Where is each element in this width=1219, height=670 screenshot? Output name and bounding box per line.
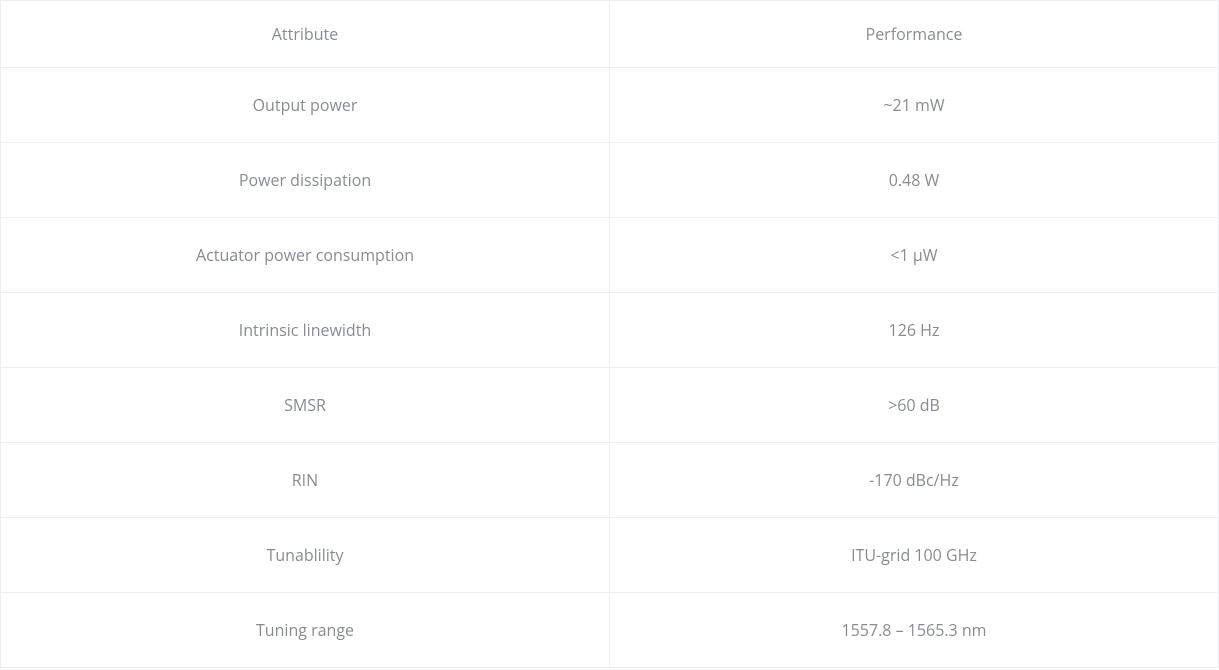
cell-performance: <1 µW xyxy=(610,218,1219,293)
cell-attribute: Power dissipation xyxy=(1,143,610,218)
cell-attribute: RIN xyxy=(1,443,610,518)
cell-performance: ~21 mW xyxy=(610,68,1219,143)
cell-attribute: SMSR xyxy=(1,368,610,443)
header-attribute: Attribute xyxy=(1,1,610,68)
cell-performance: 0.48 W xyxy=(610,143,1219,218)
table-row: Output power ~21 mW xyxy=(1,68,1219,143)
table-row: Intrinsic linewidth 126 Hz xyxy=(1,293,1219,368)
table-header-row: Attribute Performance xyxy=(1,1,1219,68)
table-row: Tunablility ITU-grid 100 GHz xyxy=(1,518,1219,593)
cell-attribute: Tuning range xyxy=(1,593,610,668)
table-row: SMSR >60 dB xyxy=(1,368,1219,443)
cell-performance: ITU-grid 100 GHz xyxy=(610,518,1219,593)
cell-attribute: Actuator power consumption xyxy=(1,218,610,293)
table-row: Actuator power consumption <1 µW xyxy=(1,218,1219,293)
cell-attribute: Intrinsic linewidth xyxy=(1,293,610,368)
specifications-table: Attribute Performance Output power ~21 m… xyxy=(0,0,1219,668)
table-row: Power dissipation 0.48 W xyxy=(1,143,1219,218)
cell-performance: -170 dBc/Hz xyxy=(610,443,1219,518)
table-row: RIN -170 dBc/Hz xyxy=(1,443,1219,518)
cell-attribute: Tunablility xyxy=(1,518,610,593)
cell-performance: 126 Hz xyxy=(610,293,1219,368)
table-row: Tuning range 1557.8 – 1565.3 nm xyxy=(1,593,1219,668)
header-performance: Performance xyxy=(610,1,1219,68)
cell-performance: 1557.8 – 1565.3 nm xyxy=(610,593,1219,668)
cell-attribute: Output power xyxy=(1,68,610,143)
cell-performance: >60 dB xyxy=(610,368,1219,443)
